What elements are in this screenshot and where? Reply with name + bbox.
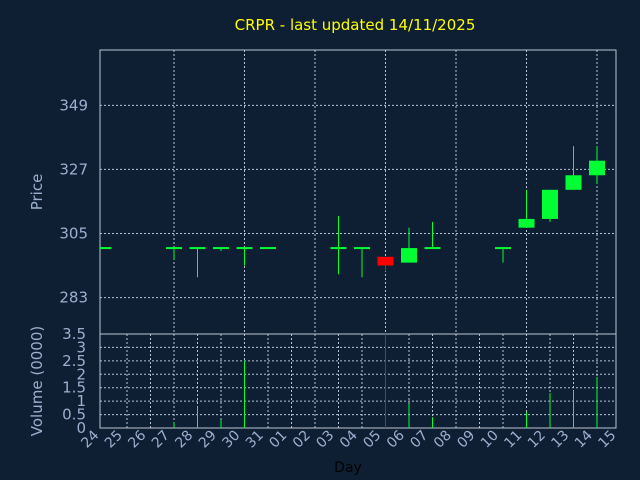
volume-tick-label: 1 bbox=[76, 392, 86, 410]
price-tick-label: 327 bbox=[59, 160, 88, 178]
volume-tick-label: 3 bbox=[76, 338, 86, 356]
day-tick-label: 15 bbox=[595, 428, 619, 452]
day-tick-label: 29 bbox=[196, 428, 220, 452]
candle-body bbox=[377, 256, 394, 266]
candle-body bbox=[401, 248, 417, 263]
day-tick-label: 27 bbox=[149, 428, 173, 452]
day-tick-label: 04 bbox=[337, 427, 361, 451]
day-tick-label: 08 bbox=[431, 428, 455, 452]
day-tick-label: 11 bbox=[501, 428, 525, 452]
volume-tick-label: 0.5 bbox=[62, 406, 86, 424]
volume-tick-label: 3.5 bbox=[62, 325, 86, 343]
candle-body bbox=[565, 175, 582, 190]
price-tick-label: 283 bbox=[59, 289, 88, 307]
volume-grid bbox=[100, 334, 616, 428]
price-axis: 283 305 327 349 bbox=[59, 96, 88, 306]
day-tick-label: 14 bbox=[572, 427, 596, 451]
day-tick-label: 10 bbox=[478, 428, 502, 452]
volume-tick-label: 0 bbox=[76, 419, 86, 437]
day-tick-label: 25 bbox=[102, 428, 126, 452]
day-tick-label: 30 bbox=[219, 428, 243, 452]
day-tick-label: 12 bbox=[525, 428, 549, 452]
day-tick-label: 13 bbox=[548, 428, 572, 452]
day-tick-label: 09 bbox=[454, 428, 478, 452]
day-tick-label: 05 bbox=[360, 428, 384, 452]
chart-title: CRPR - last updated 14/11/2025 bbox=[235, 16, 476, 34]
volume-axis-label: Volume (0000) bbox=[28, 326, 46, 436]
day-tick-label: 26 bbox=[125, 427, 149, 451]
day-tick-label: 28 bbox=[172, 428, 196, 452]
price-tick-label: 349 bbox=[59, 96, 88, 114]
candle-body bbox=[518, 218, 535, 228]
price-panel-frame bbox=[99, 49, 617, 335]
volume-panel-frame bbox=[99, 333, 617, 429]
day-tick-label: 06 bbox=[384, 427, 408, 451]
day-tick-label: 31 bbox=[243, 428, 267, 452]
volume-tick-label: 2 bbox=[76, 365, 86, 383]
day-tick-label: 01 bbox=[266, 428, 290, 452]
day-tick-label: 02 bbox=[290, 428, 314, 452]
volume-axis: 00.511.522.533.5 bbox=[62, 325, 86, 437]
price-axis-label: Price bbox=[28, 174, 46, 211]
price-tick-label: 305 bbox=[59, 225, 88, 243]
x-axis-label: Day bbox=[334, 460, 362, 476]
day-axis: 24 25 26 27 28 29 30 31 01 02 03 04 05 06 07 08 09 10 11 12… bbox=[78, 427, 619, 451]
volume-bars bbox=[173, 334, 598, 428]
volume-tick-label: 1.5 bbox=[62, 379, 86, 397]
day-tick-label: 03 bbox=[313, 428, 337, 452]
candle-body bbox=[589, 160, 605, 176]
day-tick-label: 07 bbox=[407, 428, 431, 452]
price-grid bbox=[100, 50, 616, 334]
candle-body bbox=[542, 189, 558, 219]
volume-tick-label: 2.5 bbox=[62, 352, 86, 370]
candles bbox=[100, 146, 605, 278]
